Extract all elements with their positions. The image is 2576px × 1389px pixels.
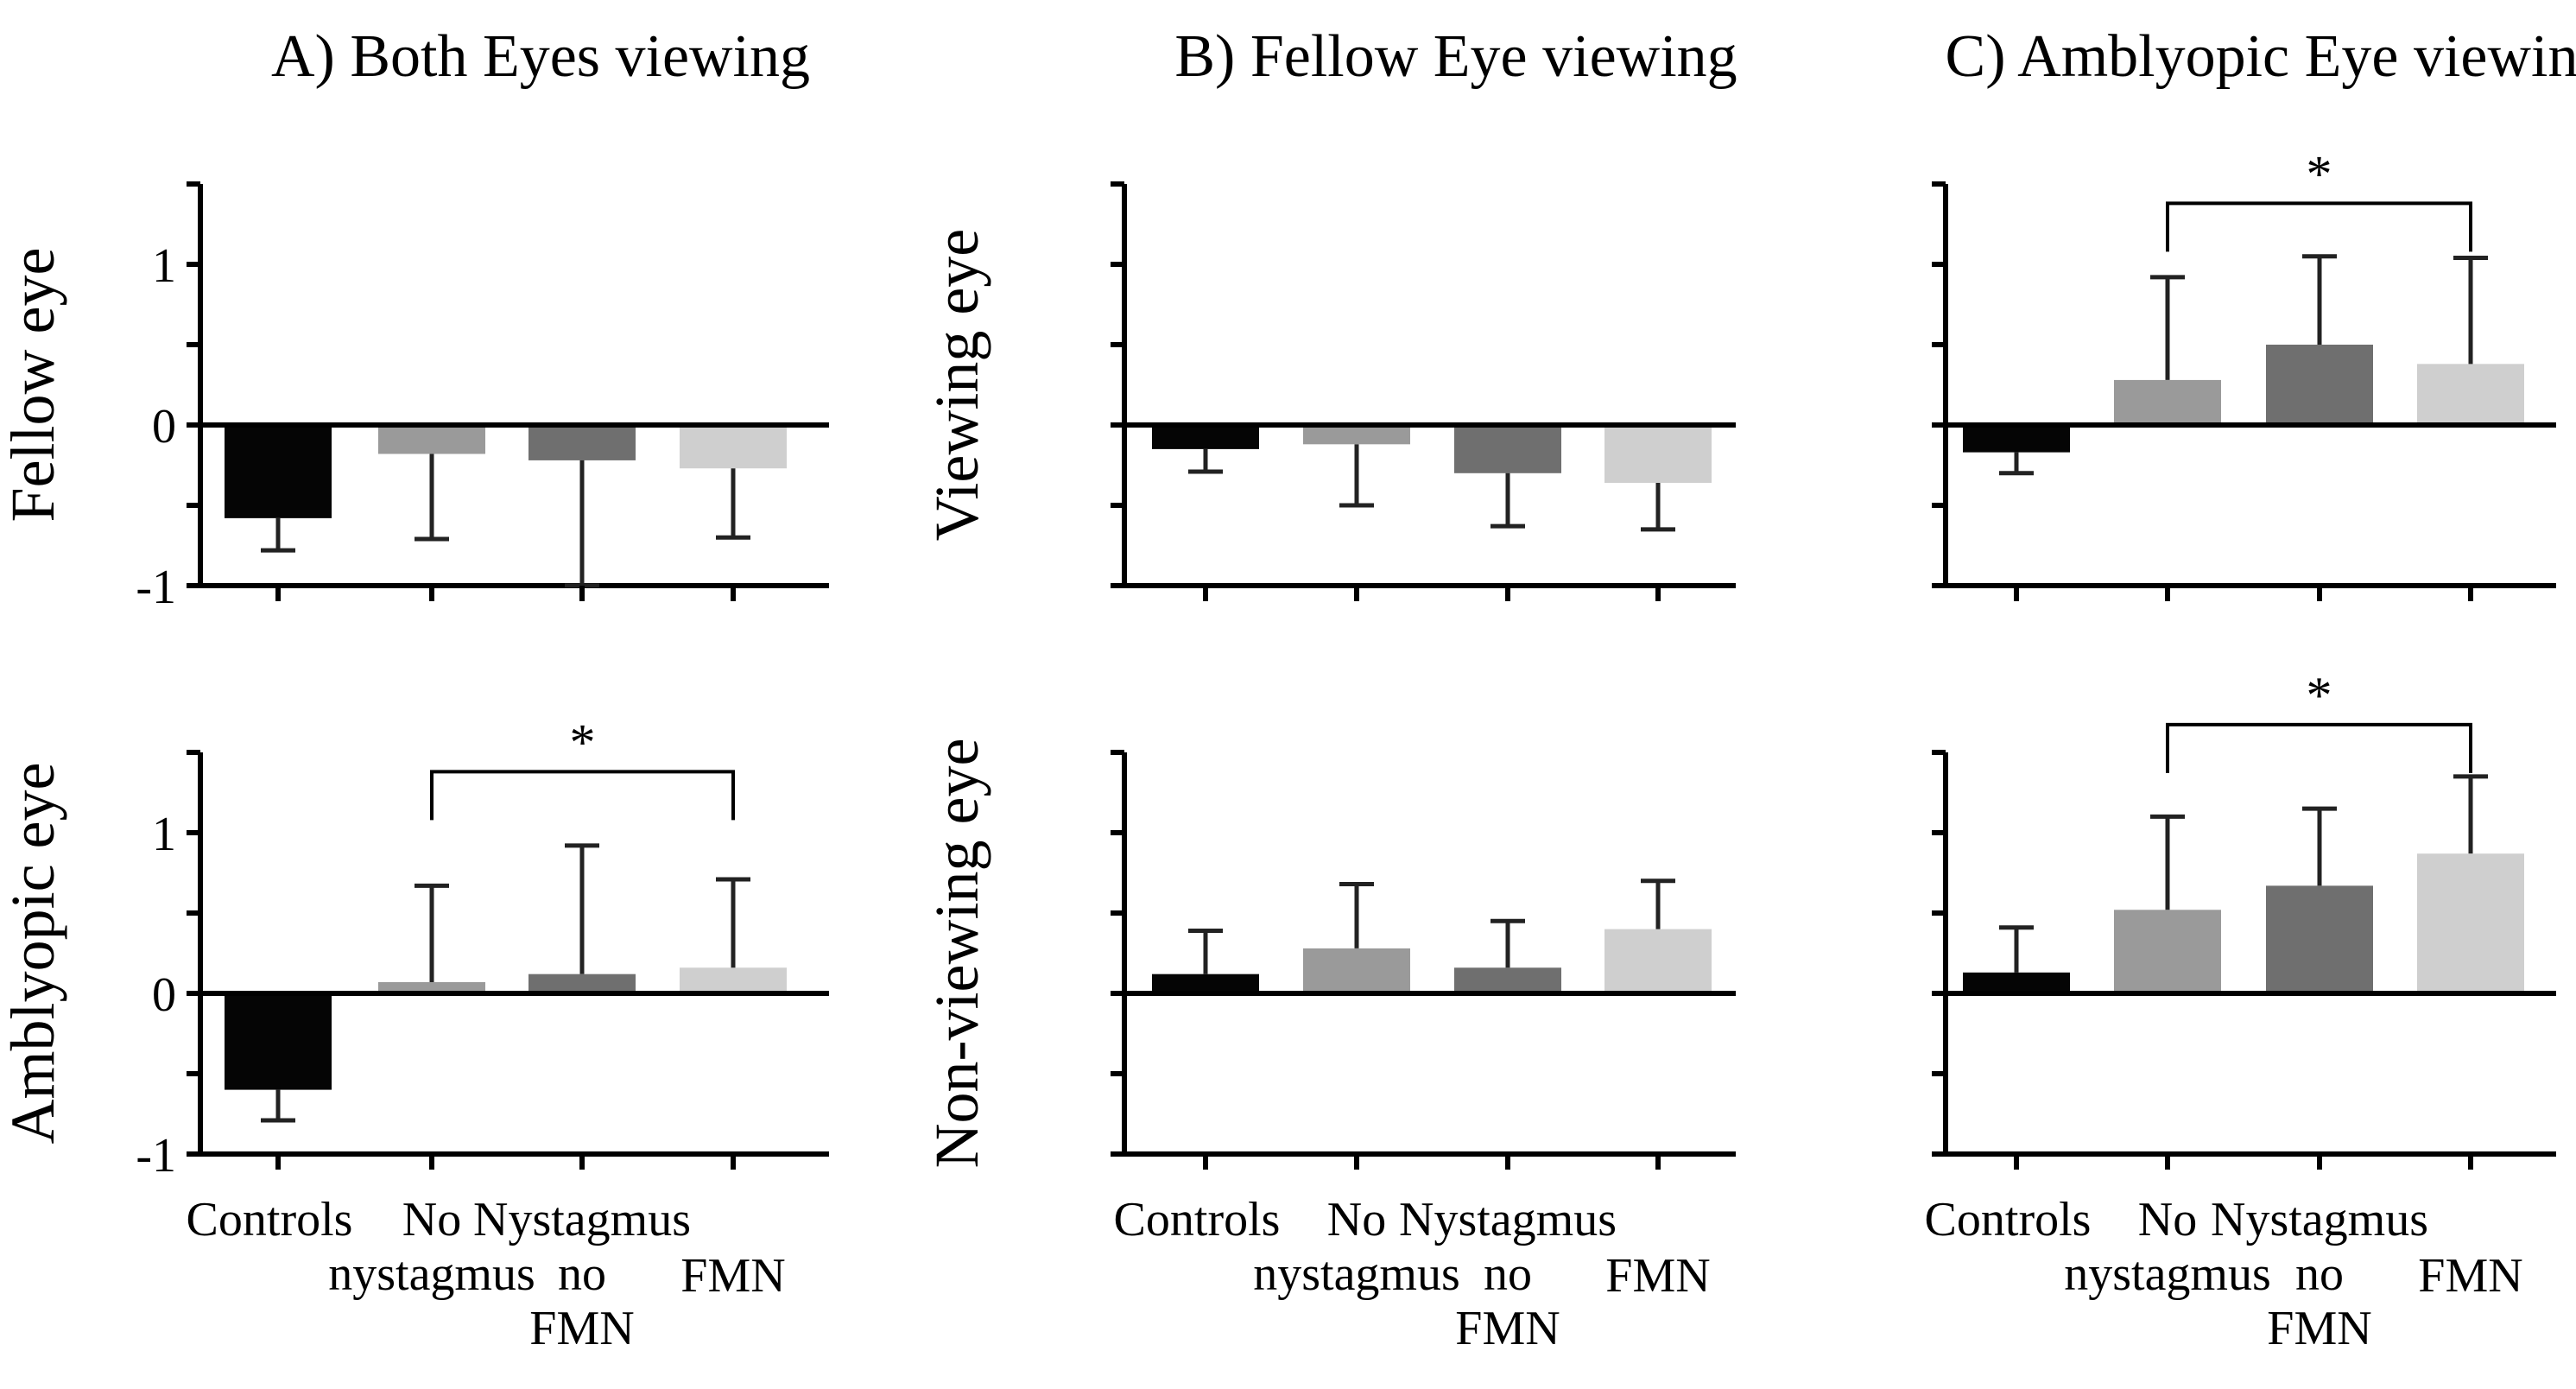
bar-C-bottom-2 <box>2266 885 2373 993</box>
bar-A-top-2 <box>528 425 636 460</box>
y-axis-label: Fellow eye <box>0 248 67 523</box>
bar-A-bottom-1 <box>378 981 485 993</box>
y-tick-label: 1 <box>152 239 176 293</box>
bar-A-top-0 <box>225 425 332 518</box>
bar-C-top-1 <box>2114 379 2221 425</box>
bar-C-top-0 <box>1963 425 2070 453</box>
category-label-A-bottom-2: Nystagmus no FMN <box>473 1193 691 1355</box>
bar-B-top-0 <box>1152 425 1259 449</box>
category-label-C-bottom-2: Nystagmus no FMN <box>2211 1193 2428 1355</box>
y-axis-label: Viewing eye <box>922 229 991 542</box>
chart-panel-A-bottom: Amblyopic eye -1 0 1 * Controls No nystagmusNys… <box>0 714 829 1355</box>
y-axis-label: Amblyopic eye <box>0 763 67 1145</box>
y-tick-label: 0 <box>152 968 176 1022</box>
bar-A-bottom-0 <box>225 993 332 1090</box>
significance-bracket <box>430 770 735 821</box>
significance-bracket <box>2166 201 2472 252</box>
chart-panel-C-top: C) Amblyopic Eye viewing * <box>1932 23 2576 601</box>
bar-A-bottom-2 <box>528 974 636 993</box>
bar-A-bottom-3 <box>680 967 787 993</box>
y-tick-label: 0 <box>152 400 176 453</box>
category-label-A-bottom-1: No nystagmus <box>328 1193 535 1301</box>
panel-title: B) Fellow Eye viewing <box>1174 23 1737 90</box>
bar-B-bottom-0 <box>1152 974 1259 993</box>
category-label-A-bottom-0: Controls <box>187 1193 353 1246</box>
bar-B-bottom-3 <box>1604 929 1712 993</box>
bar-C-bottom-1 <box>2114 910 2221 993</box>
y-tick-label: 1 <box>152 808 176 861</box>
category-label-A-bottom-3: FMN <box>680 1249 785 1303</box>
bar-A-top-3 <box>680 425 787 469</box>
significance-star: * <box>2307 667 2332 724</box>
bar-B-top-2 <box>1454 425 1561 473</box>
chart-panel-A-top: A) Both Eyes viewing Fellow eye -1 0 1 <box>0 23 829 614</box>
category-label-C-bottom-1: No nystagmus <box>2064 1193 2271 1301</box>
chart-panel-B-top: B) Fellow Eye viewing Viewing eye <box>922 23 1737 601</box>
bar-C-top-2 <box>2266 345 2373 425</box>
panel-title: A) Both Eyes viewing <box>271 23 810 90</box>
bar-B-bottom-2 <box>1454 967 1561 993</box>
bar-A-top-1 <box>378 425 485 454</box>
category-label-C-bottom-3: FMN <box>2418 1249 2522 1303</box>
category-label-B-bottom-3: FMN <box>1605 1249 1710 1303</box>
bar-B-top-1 <box>1303 425 1410 445</box>
bar-B-top-3 <box>1604 425 1712 483</box>
category-label-B-bottom-0: Controls <box>1114 1193 1281 1246</box>
category-label-B-bottom-1: No nystagmus <box>1253 1193 1460 1301</box>
category-label-C-bottom-0: Controls <box>1925 1193 2092 1246</box>
bar-C-bottom-0 <box>1963 972 2070 993</box>
significance-bracket <box>2166 722 2472 773</box>
significance-star: * <box>2307 145 2332 202</box>
y-tick-label: -1 <box>136 561 176 614</box>
significance-star: * <box>570 714 596 771</box>
panel-title: C) Amblyopic Eye viewing <box>1946 23 2576 90</box>
y-tick-label: -1 <box>136 1129 176 1183</box>
bar-C-top-3 <box>2417 364 2524 425</box>
category-label-B-bottom-2: Nystagmus no FMN <box>1399 1193 1617 1355</box>
bar-B-bottom-1 <box>1303 948 1410 993</box>
y-axis-label: Non-viewing eye <box>922 739 991 1169</box>
bar-C-bottom-3 <box>2417 853 2524 993</box>
chart-panel-B-bottom: Non-viewing eye Controls No nystagmusNystag… <box>922 739 1736 1355</box>
